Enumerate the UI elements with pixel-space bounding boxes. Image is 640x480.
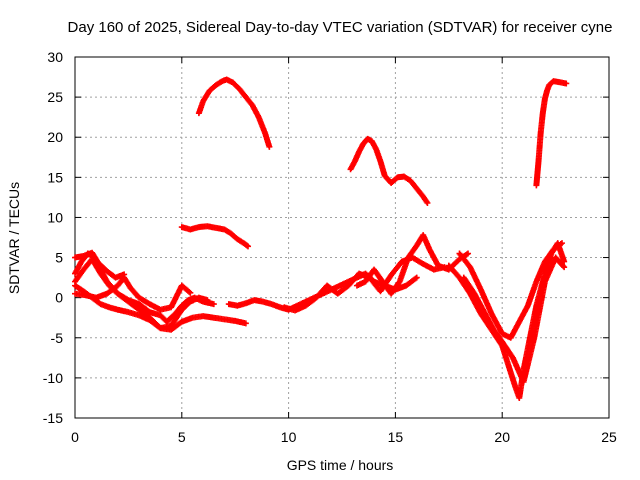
series-arc-afternoon-high xyxy=(347,135,431,207)
data-point xyxy=(412,275,419,282)
series-band-late-1 xyxy=(445,240,568,401)
plot-border xyxy=(74,56,610,419)
y-tick-label: -10 xyxy=(43,370,63,386)
data-point xyxy=(560,263,567,270)
y-tick-label: 5 xyxy=(55,250,63,266)
x-tick-label: 15 xyxy=(388,429,404,445)
y-tick-label: 0 xyxy=(55,290,63,306)
y-tick-label: 15 xyxy=(47,169,63,185)
data-point xyxy=(563,80,570,87)
y-axis-label: SDTVAR / TECUs xyxy=(6,182,22,294)
data-point xyxy=(121,271,128,278)
data-point xyxy=(204,297,211,304)
data-point xyxy=(561,264,568,271)
x-tick-label: 0 xyxy=(71,429,79,445)
plot-frame xyxy=(74,56,610,419)
data-point xyxy=(245,243,252,250)
series-band-late-2 xyxy=(456,240,566,341)
series-band-4 xyxy=(72,274,194,313)
data-point xyxy=(242,320,249,327)
data-point xyxy=(465,250,472,257)
axis-ticks: 0 5 10 15 20 25 -15 -10 -5 0 5 10 15 20 25 30 xyxy=(43,49,617,445)
data-marks xyxy=(72,76,570,401)
data-point xyxy=(559,240,566,247)
x-axis-label: GPS time / hours xyxy=(287,457,394,473)
series-arc-morning-high xyxy=(195,76,273,150)
series-band-3 xyxy=(72,282,211,332)
y-tick-label: 25 xyxy=(47,89,63,105)
x-tick-label: 20 xyxy=(494,429,510,445)
x-tick-label: 5 xyxy=(178,429,186,445)
series-band-mid-3 xyxy=(353,232,472,297)
data-point xyxy=(424,200,431,207)
data-point xyxy=(243,242,250,249)
y-tick-label: -5 xyxy=(51,330,64,346)
chart-title: Day 160 of 2025, Sidereal Day-to-day VTE… xyxy=(68,19,613,36)
series-band-5 xyxy=(72,249,128,281)
y-tick-label: 30 xyxy=(47,49,63,65)
data-point xyxy=(266,143,273,150)
series-arc-morning-mid xyxy=(178,223,252,250)
x-tick-label: 25 xyxy=(601,429,617,445)
data-point xyxy=(210,301,217,308)
y-tick-label: -15 xyxy=(43,410,63,426)
x-tick-label: 10 xyxy=(281,429,297,445)
series-arc-evening-rise xyxy=(533,78,570,189)
y-tick-label: 10 xyxy=(47,209,63,225)
data-point xyxy=(187,289,194,296)
series-band-late-3 xyxy=(460,254,568,385)
y-tick-label: 20 xyxy=(47,129,63,145)
data-point xyxy=(413,274,420,281)
